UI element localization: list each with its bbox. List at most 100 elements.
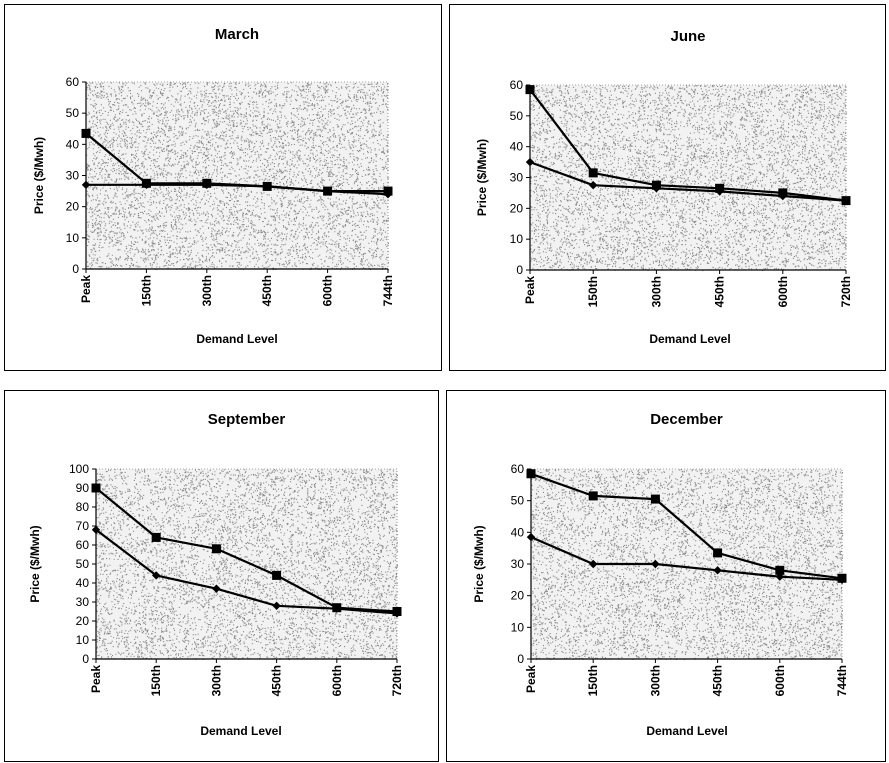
x-tick-label: 300th	[209, 665, 223, 696]
x-axis-label: Demand Level	[200, 724, 281, 738]
y-tick-label: 70	[76, 519, 90, 533]
series-line-diamond	[529, 161, 847, 202]
data-point-square	[526, 469, 536, 479]
line-chart-december: 0 10 20 30 40 50 60 Peak 150th 300th 450th 600th 744…	[472, 411, 849, 738]
y-tick-label: 10	[76, 633, 90, 647]
x-tick-label: 600th	[330, 665, 344, 696]
data-point-square	[392, 607, 402, 616]
data-point-square	[211, 544, 221, 554]
data-point-square	[588, 491, 598, 501]
y-tick-label: 0	[82, 652, 89, 666]
data-point-square	[202, 178, 212, 188]
y-axis-label: Price ($/Mwh)	[475, 139, 489, 216]
y-tick-label: 20	[66, 200, 80, 214]
y-tick-label: 50	[76, 557, 90, 571]
y-axis-label: Price ($/Mwh)	[32, 137, 46, 214]
y-tick-label: 50	[511, 494, 525, 508]
chart-title: September	[208, 411, 286, 428]
data-point-diamond	[526, 532, 536, 542]
y-tick-label: 90	[76, 481, 90, 495]
chart-panel-march: 0 10 20 30 40 50 60 Peak 150th 300th 450th 600th 744…	[4, 4, 442, 371]
x-tick-label: 720th	[839, 276, 853, 307]
y-tick-label: 100	[69, 462, 89, 476]
data-point-square	[651, 180, 661, 190]
x-tick-label: 450th	[713, 276, 727, 307]
data-point-square	[141, 178, 151, 188]
x-tick-label: 300th	[648, 665, 662, 696]
data-point-square	[525, 85, 535, 95]
plot-stipple	[530, 85, 847, 272]
y-tick-label: 10	[510, 232, 524, 246]
x-tick-label: 744th	[381, 275, 395, 306]
series-line-diamond	[530, 536, 843, 581]
series-line-diamond	[95, 528, 398, 615]
series-line-square	[95, 487, 398, 613]
y-tick-label: 20	[76, 614, 90, 628]
x-tick-label: 150th	[149, 665, 163, 696]
y-tick-label: 10	[66, 231, 80, 245]
series-line-square	[85, 132, 388, 193]
chart-panel-september: 0 10 20 30 40 50 60 70 80 90 100 Peak 150th 300th 450t…	[4, 390, 439, 762]
y-axis-label: Price ($/Mwh)	[28, 525, 42, 602]
data-point-square	[837, 573, 847, 583]
x-axis-label: Demand Level	[196, 332, 277, 346]
data-point-square	[81, 128, 91, 138]
x-tick-label: Peak	[79, 275, 93, 303]
chart-title: December	[650, 411, 723, 428]
y-tick-label: 40	[510, 140, 524, 154]
x-tick-label: 600th	[776, 276, 790, 307]
data-point-diamond	[525, 157, 535, 167]
x-tick-label: 300th	[649, 276, 663, 307]
series-line-square	[529, 88, 847, 202]
y-tick-label: 30	[511, 557, 525, 571]
series-line-square	[530, 472, 843, 580]
x-tick-label: Peak	[523, 276, 537, 304]
y-tick-label: 10	[511, 620, 525, 634]
y-tick-label: 30	[510, 171, 524, 185]
x-axis-label: Demand Level	[649, 332, 730, 346]
data-point-square	[588, 168, 598, 178]
y-tick-label: 60	[66, 75, 80, 89]
y-tick-label: 20	[511, 589, 525, 603]
data-point-diamond	[81, 180, 91, 190]
x-tick-label: 450th	[270, 665, 284, 696]
y-tick-label: 50	[66, 106, 80, 120]
y-tick-label: 60	[76, 538, 90, 552]
x-tick-label: 150th	[586, 665, 600, 696]
data-point-square	[715, 183, 725, 193]
x-tick-label: 300th	[200, 275, 214, 306]
data-point-diamond	[152, 571, 161, 580]
data-point-square	[778, 188, 788, 198]
data-point-square	[650, 494, 660, 504]
data-point-square	[713, 548, 723, 558]
x-tick-label: Peak	[89, 665, 103, 693]
y-tick-label: 60	[511, 462, 525, 476]
line-chart-march: 0 10 20 30 40 50 60 Peak 150th 300th 450th 600th 744…	[32, 26, 395, 346]
data-point-square	[383, 186, 393, 196]
y-tick-label: 30	[76, 595, 90, 609]
x-tick-label: 744th	[835, 665, 849, 696]
data-point-square	[323, 186, 333, 196]
data-point-diamond	[589, 559, 598, 569]
y-tick-label: 0	[516, 263, 523, 277]
x-tick-label: 600th	[773, 665, 787, 696]
y-axis-label: Price ($/Mwh)	[472, 525, 486, 602]
y-tick-label: 60	[510, 78, 524, 92]
x-tick-label: 150th	[586, 276, 600, 307]
data-point-square	[841, 196, 851, 206]
y-tick-label: 40	[511, 525, 525, 539]
x-tick-label: Peak	[524, 665, 538, 693]
data-point-square	[332, 603, 342, 613]
data-point-square	[91, 483, 101, 493]
data-point-square	[151, 532, 161, 542]
chart-panel-december: 0 10 20 30 40 50 60 Peak 150th 300th 450th 600th 744…	[446, 390, 886, 762]
y-tick-label: 40	[76, 576, 90, 590]
plot-stipple	[86, 82, 390, 271]
chart-title: March	[215, 26, 259, 43]
y-tick-label: 30	[66, 169, 80, 183]
x-axis-label: Demand Level	[646, 724, 727, 738]
data-point-square	[272, 570, 282, 580]
x-tick-label: 150th	[139, 275, 153, 306]
x-tick-label: 600th	[321, 275, 335, 306]
y-tick-label: 80	[76, 500, 90, 514]
